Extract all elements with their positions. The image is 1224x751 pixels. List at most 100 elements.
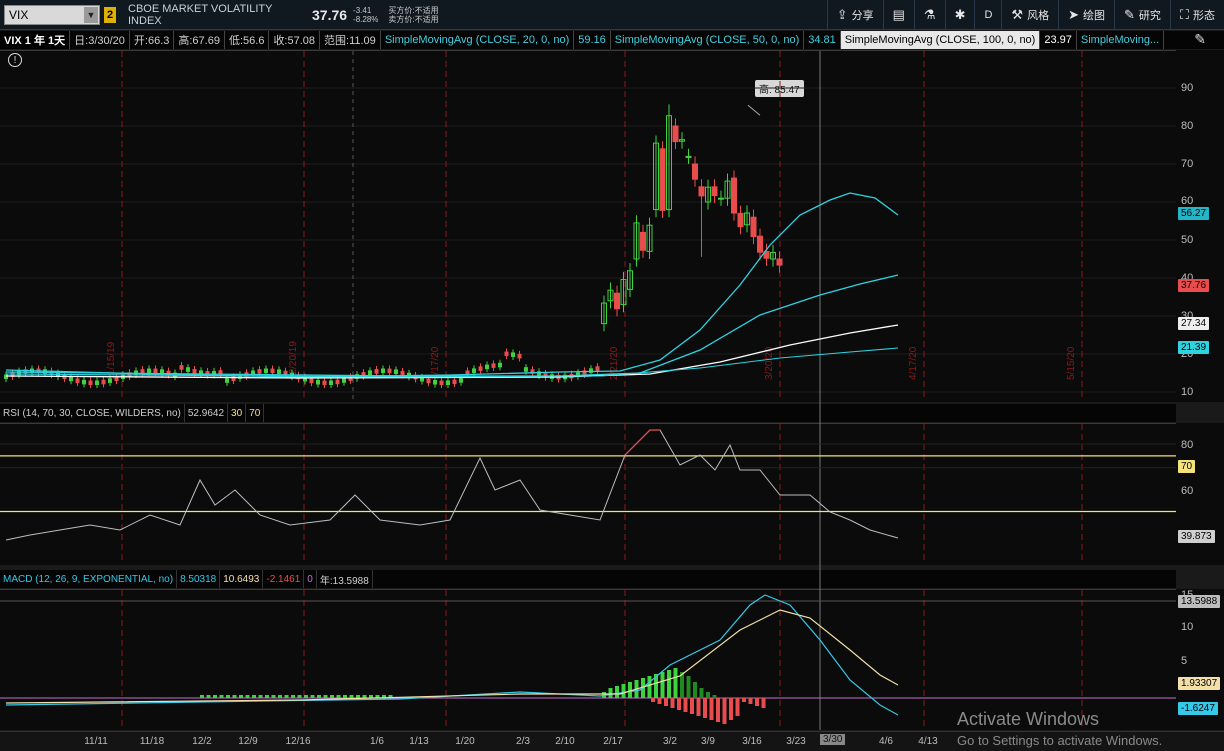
expiry-label: 2/21/20 — [609, 346, 620, 380]
candle-body — [446, 380, 450, 385]
macd-hist-bar — [712, 695, 717, 698]
macd-hist-small — [200, 695, 204, 698]
macd-hist-bar-neg — [677, 698, 681, 710]
candle-body — [776, 258, 783, 266]
expiry-label: 5/15/20 — [1066, 346, 1077, 380]
candle-body — [465, 370, 470, 376]
macd-hist-bar-neg — [729, 698, 733, 720]
expiry-label: 3/20/20 — [764, 346, 775, 380]
candle-body — [17, 370, 21, 376]
sma20-study[interactable]: SimpleMovingAvg (CLOSE, 20, 0, no) — [381, 31, 575, 49]
research-label: 研究 — [1138, 10, 1161, 22]
macd-zero: 0 — [304, 570, 317, 588]
sma100-study[interactable]: SimpleMovingAvg (CLOSE, 100, 0, no) — [840, 31, 1041, 49]
macd-hist-bar — [660, 672, 665, 698]
macd-hist-bar-neg — [670, 698, 675, 708]
x-axis: 11/11 11/18 12/2 12/9 12/16 1/6 1/13 1/2… — [0, 731, 1224, 751]
macd-hist-small — [245, 695, 250, 698]
sma-more-study[interactable]: SimpleMoving... — [1077, 31, 1165, 49]
macd-value-tag: 1.93307 — [1178, 677, 1221, 690]
candle-body — [524, 367, 528, 372]
macd-title[interactable]: MACD (12, 26, 9, EXPONENTIAL, no) — [0, 570, 178, 588]
x-label: 1/13 — [409, 736, 429, 747]
candle-body — [517, 353, 522, 359]
candle-body — [95, 380, 99, 386]
pencil-icon[interactable]: ✎ — [1194, 31, 1206, 47]
macd-hist-bar — [628, 682, 632, 698]
candle-body — [166, 370, 171, 376]
news-button[interactable]: ▤ — [882, 0, 914, 30]
macd-diff: -2.1461 — [263, 570, 305, 588]
rsi-low: 30 — [228, 404, 247, 422]
symbol-toolbar: VIX ▼ 2 CBOE MARKET VOLATILITY INDEX 37.… — [0, 0, 1224, 30]
candle-body — [10, 372, 15, 377]
sma20-tag: 56.27 — [1178, 207, 1210, 220]
price-pane — [0, 50, 1176, 402]
macd-hist-bar — [608, 688, 613, 698]
info-icon[interactable]: ! — [8, 53, 22, 67]
candle-body — [179, 365, 184, 370]
candle-body — [698, 186, 705, 197]
candle-body — [711, 186, 718, 197]
macd-hist-bar — [699, 688, 704, 698]
candle-body — [589, 368, 593, 373]
candle-body — [335, 379, 340, 385]
symbol-input[interactable]: VIX ▼ — [4, 4, 100, 25]
macd-tick: 10 — [1181, 621, 1194, 633]
drawing-button[interactable]: ➤ 绘图 — [1058, 0, 1114, 30]
candle-body — [368, 370, 372, 375]
research-button[interactable]: ✎ 研究 — [1113, 0, 1170, 30]
macd-hist-small — [317, 695, 321, 698]
activation-watermark: Activate Windows — [957, 709, 1100, 729]
candle-body — [264, 368, 268, 374]
cursor-icon: ➤ — [1068, 7, 1079, 22]
macd-hist-small — [375, 695, 380, 698]
x-label: 4/13 — [918, 736, 938, 747]
rsi-pane — [0, 423, 1176, 565]
x-label: 3/23 — [786, 736, 806, 747]
candle-body — [23, 369, 28, 374]
macd-hist-small — [323, 695, 328, 698]
candle-body — [770, 252, 776, 260]
style-button[interactable]: ⚒ 风格 — [1001, 0, 1058, 30]
date-label: 日:3/30/20 — [70, 31, 130, 49]
candle-body — [498, 362, 502, 368]
candle-body — [757, 235, 763, 253]
candle-body — [724, 180, 731, 199]
candle-body — [75, 378, 80, 384]
high-marker-pointer — [747, 104, 761, 116]
macd-diff-tag: -1.6247 — [1178, 702, 1218, 715]
settings-button[interactable]: ✱ — [944, 0, 975, 30]
macd-year: 年:13.5988 — [317, 570, 373, 588]
beaker-button[interactable]: ⚗ — [913, 0, 945, 30]
activation-watermark-sub: Go to Settings to activate Windows. — [957, 733, 1163, 748]
candle-body — [705, 186, 711, 203]
candle-body — [659, 148, 666, 211]
symbol-text: VIX — [9, 7, 29, 22]
candle-body — [640, 231, 646, 251]
x-label: 4/6 — [879, 736, 893, 747]
aggregation-button[interactable]: D — [974, 0, 1001, 30]
link-group-badge[interactable]: 2 — [104, 6, 116, 23]
chevron-down-icon[interactable]: ▼ — [84, 6, 98, 23]
macd-hist-bar-neg — [722, 698, 727, 724]
timeframe-label[interactable]: VIX 1 年 1天 — [0, 31, 71, 49]
macd-hist-small — [297, 695, 302, 698]
price-tick: 10 — [1181, 386, 1194, 398]
candle-body — [601, 302, 607, 325]
sma50-study[interactable]: SimpleMovingAvg (CLOSE, 50, 0, no) — [611, 31, 805, 49]
rsi-current-tag: 39.873 — [1178, 530, 1215, 543]
rsi-title[interactable]: RSI (14, 70, 30, CLOSE, WILDERS, no) — [0, 404, 185, 422]
price-tick: 70 — [1181, 158, 1194, 170]
share-button[interactable]: ⇪ 分享 — [826, 0, 883, 30]
candle-body — [731, 177, 737, 214]
candle-body — [679, 139, 685, 142]
price-tick: 60 — [1181, 195, 1194, 207]
macd-hist-small — [252, 695, 256, 698]
macd-hist-small — [258, 695, 263, 698]
patterns-button[interactable]: ⛶ 形态 — [1169, 0, 1224, 30]
x-label: 3/16 — [742, 736, 762, 747]
macd-header: MACD (12, 26, 9, EXPONENTIAL, no) 8.5031… — [0, 570, 1176, 588]
candle-body — [251, 370, 255, 376]
